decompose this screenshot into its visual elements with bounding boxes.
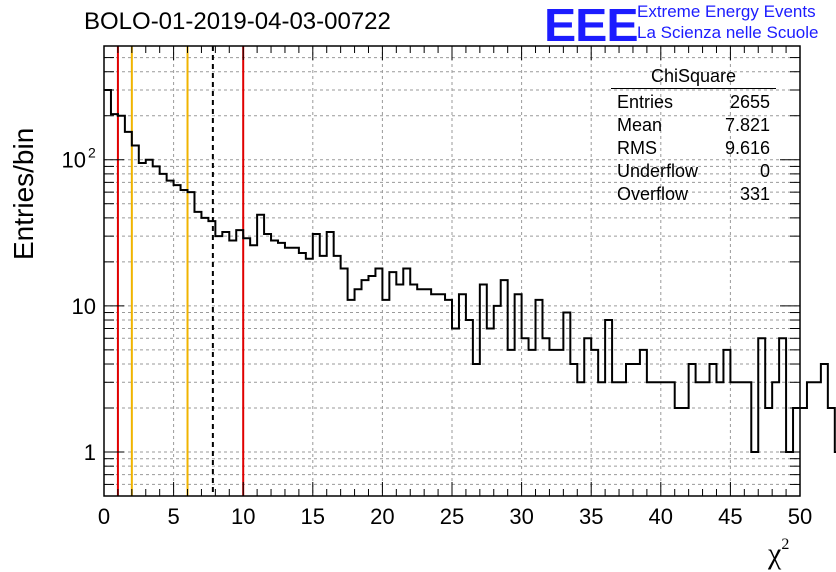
x-tick-label: 10 — [231, 504, 255, 529]
stats-box: ChiSquare Entries 2655 Mean 7.821 RMS 9.616… — [611, 66, 776, 206]
x-tick-label: 5 — [167, 504, 179, 529]
x-tick-label: 0 — [98, 504, 110, 529]
stats-row: Overflow 331 — [611, 183, 776, 206]
stats-label: Mean — [617, 115, 663, 135]
y-tick-label-exponent: 2 — [88, 145, 96, 161]
y-tick-label: 1 — [84, 440, 96, 465]
x-axis-label: χ2 — [768, 536, 789, 571]
x-tick-label: 45 — [718, 504, 742, 529]
stats-row: RMS 9.616 — [611, 137, 776, 160]
chart-title: BOLO-01-2019-04-03-00722 — [84, 8, 391, 35]
y-tick-label: 10 — [72, 294, 96, 319]
y-tick-label: 10 — [62, 148, 86, 173]
logo-line-2: La Scienza nelle Scuole — [637, 23, 819, 42]
stats-row: Entries 2655 — [611, 91, 776, 114]
stats-value: 7.821 — [724, 115, 770, 135]
stats-value: 2655 — [729, 92, 770, 112]
stats-row: Underflow 0 — [611, 160, 776, 183]
stats-title: ChiSquare — [611, 66, 776, 89]
x-axis-label-base: χ — [768, 537, 782, 570]
eee-logo: EEE — [544, 0, 639, 51]
x-tick-label: 15 — [301, 504, 325, 529]
x-axis-label-exponent: 2 — [781, 536, 790, 553]
x-tick-label: 35 — [579, 504, 603, 529]
stats-label: RMS — [617, 138, 657, 158]
x-tick-label: 30 — [509, 504, 533, 529]
x-tick-label: 20 — [370, 504, 394, 529]
y-axis-label: Entries/bin — [8, 127, 39, 260]
stats-label: Overflow — [617, 184, 689, 204]
reference-lines — [116, 46, 245, 496]
stats-row: Mean 7.821 — [611, 114, 776, 137]
x-tick-label: 25 — [440, 504, 464, 529]
stats-value: 331 — [739, 184, 770, 204]
logo-line-1: Extreme Energy Events — [637, 2, 816, 21]
x-tick-label: 40 — [649, 504, 673, 529]
stats-value: 0 — [759, 161, 770, 181]
stats-label: Underflow — [617, 161, 699, 181]
stats-value: 9.616 — [724, 138, 770, 158]
x-tick-label: 50 — [788, 504, 812, 529]
axis-ticks — [103, 45, 801, 497]
histogram-line — [104, 88, 836, 454]
stats-label: Entries — [617, 92, 674, 112]
